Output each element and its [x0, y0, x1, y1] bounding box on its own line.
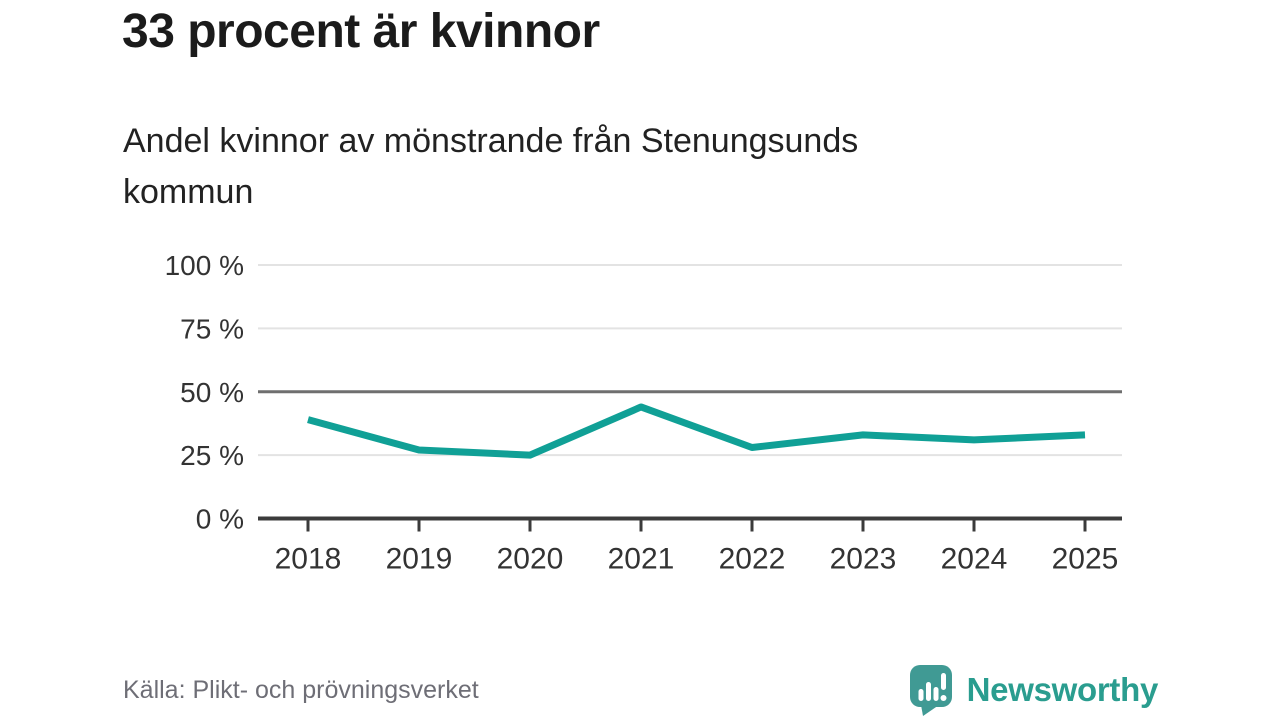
x-tick-label: 2021: [608, 543, 675, 576]
chart-subtitle-line-1: Andel kvinnor av mönstrande från Stenung…: [123, 122, 859, 160]
x-tick-label: 2019: [386, 543, 453, 576]
x-tick-label: 2018: [275, 543, 342, 576]
y-tick-label: 25 %: [180, 440, 244, 471]
speech-bubble-bar-chart-icon: [909, 665, 952, 716]
data-line: [307, 403, 1086, 459]
x-tick-label: 2025: [1052, 543, 1119, 576]
headline: 33 procent är kvinnor: [122, 5, 600, 58]
y-tick-label: 50 %: [180, 377, 244, 408]
y-tick-label: 75 %: [180, 313, 244, 344]
x-tick-label: 2023: [830, 543, 897, 576]
y-tick-label: 100 %: [165, 250, 244, 281]
x-tick-label: 2020: [497, 543, 564, 576]
y-tick-label: 0 %: [196, 504, 244, 535]
newsworthy-logo: Newsworthy: [908, 664, 1158, 716]
footer: Källa: Plikt- och prövningsverket Newswo…: [123, 662, 1158, 718]
chart-subtitle: Andel kvinnor av mönstrande från Stenung…: [123, 116, 858, 218]
chart-subtitle-line-2: kommun: [123, 173, 254, 211]
x-tick-label: 2024: [941, 543, 1008, 576]
brand-name: Newsworthy: [966, 671, 1159, 708]
x-tick-label: 2022: [719, 543, 786, 576]
source-note: Källa: Plikt- och prövningsverket: [123, 675, 479, 704]
